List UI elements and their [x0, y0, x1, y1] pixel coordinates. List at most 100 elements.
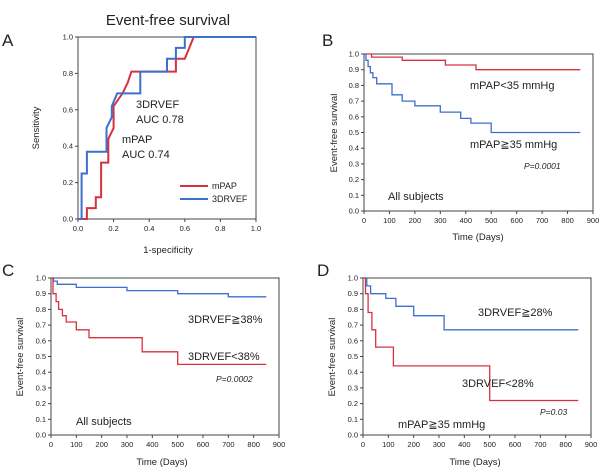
- panel-d-subgroup: mPAP≧35 mmHg: [398, 419, 485, 431]
- panel-b: B 0.0 0.1 0.2 0.3 0.4 0.5 0.6 0.7 0.8 0.9 1.0 0 100 2…: [322, 31, 599, 243]
- ytick-label: 0.1: [36, 415, 46, 424]
- legend-label-3drvef: 3DRVEF: [212, 194, 248, 204]
- ytick-label: 0.9: [349, 65, 359, 74]
- xtick-label: 1.0: [251, 224, 261, 233]
- ytick-label: 0.7: [348, 321, 358, 330]
- panel-c-subgroup: All subjects: [76, 416, 132, 428]
- xtick-label: 100: [70, 440, 83, 449]
- xtick-label: 500: [483, 440, 496, 449]
- ytick-label: 0.6: [348, 336, 358, 345]
- xtick-label: 600: [197, 440, 210, 449]
- panel-d-xlabel: Time (Days): [449, 457, 500, 468]
- panel-b-series-mpap-low: [364, 53, 581, 71]
- ytick-label: 1.0: [348, 274, 358, 283]
- ytick-label: 0.5: [349, 128, 359, 137]
- xtick-label: 800: [247, 440, 260, 449]
- ytick-label: 1.0: [36, 274, 46, 283]
- xtick-label: 100: [383, 216, 396, 225]
- panel-a-xlabel: 1-specificity: [143, 245, 193, 256]
- panel-a-annotation-mpap: mPAP: [122, 134, 152, 146]
- legend-label-mpap: mPAP: [212, 181, 237, 191]
- xtick-label: 300: [433, 440, 446, 449]
- ytick-label: 0.8: [349, 81, 359, 90]
- xtick-label: 200: [409, 216, 422, 225]
- xtick-label: 800: [561, 216, 574, 225]
- ytick-label: 0.2: [63, 178, 73, 187]
- ytick-label: 0.3: [349, 159, 359, 168]
- panel-a-series-mpap: [78, 36, 256, 220]
- panel-a-annotation-mpap-auc: AUC 0.74: [122, 149, 170, 161]
- panel-b-ticks: 0.0 0.1 0.2 0.3 0.4 0.5 0.6 0.7 0.8 0.9 1.0 0 100 200…: [349, 50, 600, 226]
- ytick-label: 0.2: [349, 175, 359, 184]
- panel-a-annotation-3drvef: 3DRVEF: [136, 99, 179, 111]
- ytick-label: 0.8: [36, 305, 46, 314]
- panel-c-letter: C: [2, 261, 14, 280]
- xtick-label: 600: [509, 440, 522, 449]
- ytick-label: 0.6: [349, 112, 359, 121]
- ytick-label: 0.1: [349, 191, 359, 200]
- ytick-label: 0.4: [63, 142, 73, 151]
- xtick-label: 0.2: [108, 224, 118, 233]
- panel-d-letter: D: [317, 261, 329, 280]
- ytick-label: 0.4: [36, 368, 46, 377]
- panel-a-annotation-3drvef-auc: AUC 0.78: [136, 114, 184, 126]
- panel-d-pvalue: P=0.03: [540, 407, 567, 417]
- panel-b-pvalue: P=0.0001: [524, 161, 561, 171]
- ytick-label: 0.3: [36, 383, 46, 392]
- panel-c-xlabel: Time (Days): [136, 457, 187, 468]
- panel-d-series-3drvef-low: [363, 277, 579, 402]
- ytick-label: 0.0: [36, 431, 46, 440]
- xtick-label: 900: [587, 216, 600, 225]
- xtick-label: 0.8: [215, 224, 225, 233]
- ytick-label: 0.9: [36, 289, 46, 298]
- ytick-label: 0.7: [349, 97, 359, 106]
- xtick-label: 300: [121, 440, 134, 449]
- xtick-label: 0.0: [73, 224, 83, 233]
- panel-c-ylabel: Event-free survival: [15, 318, 26, 397]
- panel-c-series-3drvef-high: [51, 277, 267, 298]
- panel-a-ticks: 0.0 0.2 0.4 0.6 0.8 1.0 0.0 0.2 0.4 0.6 0.8 1.0: [63, 33, 262, 234]
- xtick-label: 0: [362, 216, 366, 225]
- ytick-label: 0.5: [36, 352, 46, 361]
- xtick-label: 400: [146, 440, 159, 449]
- ytick-label: 0.8: [63, 69, 73, 78]
- xtick-label: 300: [434, 216, 447, 225]
- ytick-label: 1.0: [63, 33, 73, 42]
- panel-a-title: Event-free survival: [106, 12, 230, 29]
- panel-b-series-mpap-high: [364, 53, 581, 134]
- panel-b-ylabel: Event-free survival: [329, 94, 340, 173]
- xtick-label: 700: [534, 440, 547, 449]
- ytick-label: 0.0: [348, 431, 358, 440]
- ytick-label: 0.0: [349, 207, 359, 216]
- xtick-label: 0.6: [180, 224, 190, 233]
- panel-b-label-mpap-high: mPAP≧35 mmHg: [470, 139, 557, 151]
- xtick-label: 700: [536, 216, 549, 225]
- ytick-label: 0.4: [349, 144, 359, 153]
- panel-a: A Event-free survival 0.0 0.2 0.4 0.6 0.8 1.0…: [2, 12, 261, 256]
- xtick-label: 0: [49, 440, 53, 449]
- xtick-label: 200: [95, 440, 108, 449]
- xtick-label: 700: [222, 440, 235, 449]
- xtick-label: 500: [171, 440, 184, 449]
- panel-b-label-mpap-low: mPAP<35 mmHg: [470, 80, 554, 92]
- panel-a-plot-frame: [77, 36, 257, 220]
- panel-d-ticks: 0.0 0.1 0.2 0.3 0.4 0.5 0.6 0.7 0.8 0.9 1.0 0 100 200…: [348, 274, 598, 450]
- ytick-label: 0.4: [348, 368, 358, 377]
- ytick-label: 0.5: [348, 352, 358, 361]
- xtick-label: 0: [361, 440, 365, 449]
- panel-d-series-3drvef-high: [363, 277, 579, 331]
- xtick-label: 800: [559, 440, 572, 449]
- panel-b-letter: B: [322, 31, 333, 50]
- panel-d-label-3drvef-low: 3DRVEF<28%: [462, 378, 534, 390]
- ytick-label: 0.6: [36, 336, 46, 345]
- ytick-label: 1.0: [349, 50, 359, 59]
- panel-c-ticks: 0.0 0.1 0.2 0.3 0.4 0.5 0.6 0.7 0.8 0.9 1.0 0 100 200…: [36, 274, 286, 450]
- xtick-label: 900: [585, 440, 598, 449]
- ytick-label: 0.2: [36, 399, 46, 408]
- ytick-label: 0.2: [348, 399, 358, 408]
- ytick-label: 0.8: [348, 305, 358, 314]
- panel-a-series-3drvef: [78, 36, 256, 220]
- ytick-label: 0.1: [348, 415, 358, 424]
- ytick-label: 0.0: [63, 215, 73, 224]
- panel-b-xlabel: Time (Days): [452, 232, 503, 243]
